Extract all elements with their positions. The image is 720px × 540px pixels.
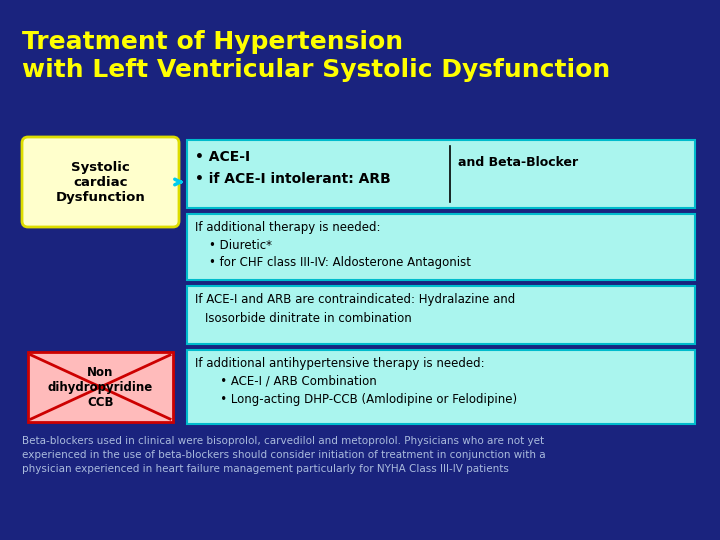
FancyBboxPatch shape: [22, 137, 179, 227]
FancyBboxPatch shape: [28, 352, 173, 422]
Text: • Diuretic*: • Diuretic*: [209, 239, 272, 252]
Text: with Left Ventricular Systolic Dysfunction: with Left Ventricular Systolic Dysfuncti…: [22, 58, 611, 82]
Text: Beta-blockers used in clinical were bisoprolol, carvedilol and metoprolol. Physi: Beta-blockers used in clinical were biso…: [22, 436, 546, 474]
Text: • if ACE-I intolerant: ARB: • if ACE-I intolerant: ARB: [195, 172, 391, 186]
Text: Systolic
cardiac
Dysfunction: Systolic cardiac Dysfunction: [55, 160, 145, 204]
Text: If ACE-I and ARB are contraindicated: Hydralazine and: If ACE-I and ARB are contraindicated: Hy…: [195, 293, 516, 306]
FancyBboxPatch shape: [187, 214, 695, 280]
FancyBboxPatch shape: [187, 286, 695, 344]
Text: • Long-acting DHP-CCB (Amlodipine or Felodipine): • Long-acting DHP-CCB (Amlodipine or Fel…: [209, 393, 517, 406]
FancyBboxPatch shape: [187, 140, 695, 208]
Text: • ACE-I: • ACE-I: [195, 150, 250, 164]
Text: If additional antihypertensive therapy is needed:: If additional antihypertensive therapy i…: [195, 357, 485, 370]
Text: If additional therapy is needed:: If additional therapy is needed:: [195, 221, 380, 234]
Text: Isosorbide dinitrate in combination: Isosorbide dinitrate in combination: [205, 312, 412, 325]
Text: Non
dihydropyridine
CCB: Non dihydropyridine CCB: [48, 366, 153, 408]
Text: • ACE-I / ARB Combination: • ACE-I / ARB Combination: [209, 375, 377, 388]
Text: and Beta-Blocker: and Beta-Blocker: [458, 156, 578, 168]
Text: Treatment of Hypertension: Treatment of Hypertension: [22, 30, 403, 54]
Text: • for CHF class III-IV: Aldosterone Antagonist: • for CHF class III-IV: Aldosterone Anta…: [209, 256, 471, 269]
FancyBboxPatch shape: [187, 350, 695, 424]
